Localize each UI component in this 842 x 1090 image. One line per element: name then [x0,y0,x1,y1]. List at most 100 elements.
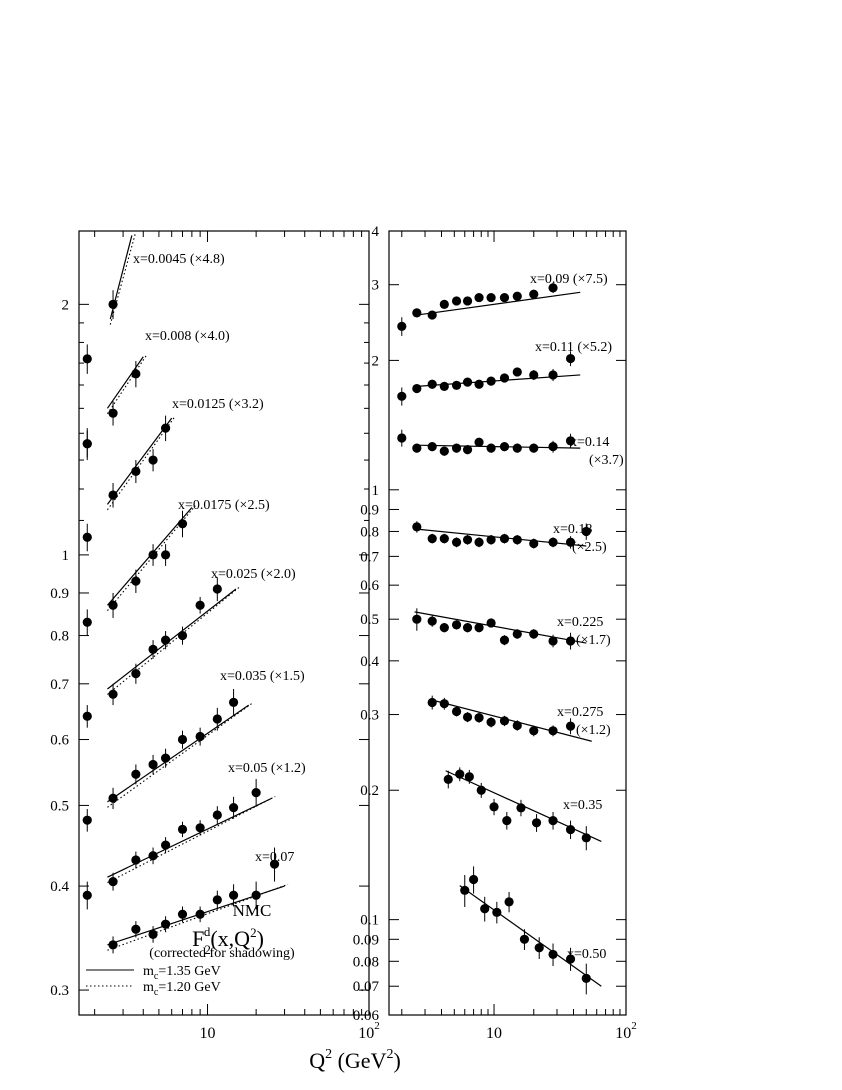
data-point [581,973,591,983]
data-point [108,793,118,803]
data-point [519,934,530,944]
data-point [177,519,188,529]
data-point [228,890,239,900]
data-point [504,897,514,907]
data-point [82,617,92,627]
x-tick-label: 102 [358,1020,380,1042]
data-point [464,772,474,782]
data-point [108,408,118,418]
y-tick-label: 4 [372,224,380,240]
series-label: x=0.0125 (×3.2) [172,397,264,412]
data-point [177,909,188,919]
data-point [581,526,591,537]
y-tick-label: 0.08 [353,954,379,970]
fit-line-solid [107,704,250,803]
data-point [499,292,510,303]
data-point [228,803,239,813]
data-point [565,636,576,646]
data-point [251,788,261,798]
data-point [269,859,280,869]
data-point [451,380,462,390]
data-point [160,753,171,763]
data-point [131,466,141,476]
series: x=0.50 [459,866,606,995]
data-point [212,584,222,594]
data-point [462,445,473,455]
data-point [131,855,141,865]
data-point [451,537,462,547]
data-point [565,537,576,547]
y-tick-label: 0.07 [353,979,380,995]
data-point [412,522,422,532]
legend: NMC F2d(x,Q2) (corrected for shadowing) … [86,901,295,998]
series-label: x=0.275 [557,705,603,720]
fit-line-solid [459,885,602,987]
data-point [82,815,92,825]
data-point [468,874,479,885]
data-point [412,308,422,318]
data-point [512,291,522,301]
series-label: x=0.11 (×5.2) [535,340,612,355]
data-point [427,697,437,708]
right-panel: 10 1020.060.070.080.090.10.20.30.40.50.60… [353,224,637,1042]
data-point [148,455,158,465]
data-point [397,391,407,401]
series-label-scale: (×1.7) [576,633,611,648]
data-point [512,367,522,377]
series: x=0.0175 (×2.5) [82,498,270,618]
fit-line-solid [106,417,173,505]
data-point [565,353,576,364]
data-point [160,635,171,645]
series-label-scale: (×3.7) [589,453,624,468]
data-point [474,292,484,303]
y-tick-label: 0.8 [50,629,69,645]
data-point [160,840,171,850]
fit-line-solid [106,356,144,409]
data-point [148,851,158,861]
data-point [131,769,141,779]
series-label: x=0.05 (×1.2) [228,761,306,776]
x-tick-label: 10 [486,1025,502,1042]
y-tick-label: 0.2 [360,783,379,799]
series-label: x=0.225 [557,615,603,630]
data-point [516,803,526,813]
data-point [548,636,558,646]
legend-experiment: NMC [233,901,272,920]
data-point [212,714,222,724]
data-point [439,622,449,633]
series-label: x=0.0045 (×4.8) [133,252,225,267]
data-point [160,550,171,560]
data-point [499,635,510,645]
x-axis-title: Q2 (GeV2) [309,1047,401,1073]
y-tick-label: 0.6 [50,733,69,749]
data-point [195,823,205,833]
data-point [499,533,510,544]
series-label: x=0.008 (×4.0) [145,329,230,344]
legend-entry-solid: mc=1.35 GeV [143,964,221,982]
data-point [529,726,539,736]
data-point [439,699,449,709]
y-tick-label: 1 [372,483,380,499]
data-point [412,614,422,624]
data-point [160,919,171,929]
series-label: x=0.035 (×1.5) [220,669,305,684]
series-label-scale: (×1.2) [576,723,611,738]
data-point [462,712,473,722]
data-point [529,538,539,549]
data-point [177,734,188,745]
data-point [397,321,407,331]
y-tick-label: 0.8 [360,524,379,540]
series: x=0.07 [82,847,294,954]
series-label: x=0.0175 (×2.5) [178,498,270,513]
data-point [548,815,558,826]
data-point [548,283,558,293]
y-tick-label: 2 [62,297,70,313]
data-point [443,774,453,784]
data-point [462,296,473,306]
data-point [499,716,510,726]
data-point [455,769,465,779]
data-point [82,711,92,721]
data-point [486,618,496,628]
fit-line-solid [416,291,581,316]
data-point [565,436,576,446]
